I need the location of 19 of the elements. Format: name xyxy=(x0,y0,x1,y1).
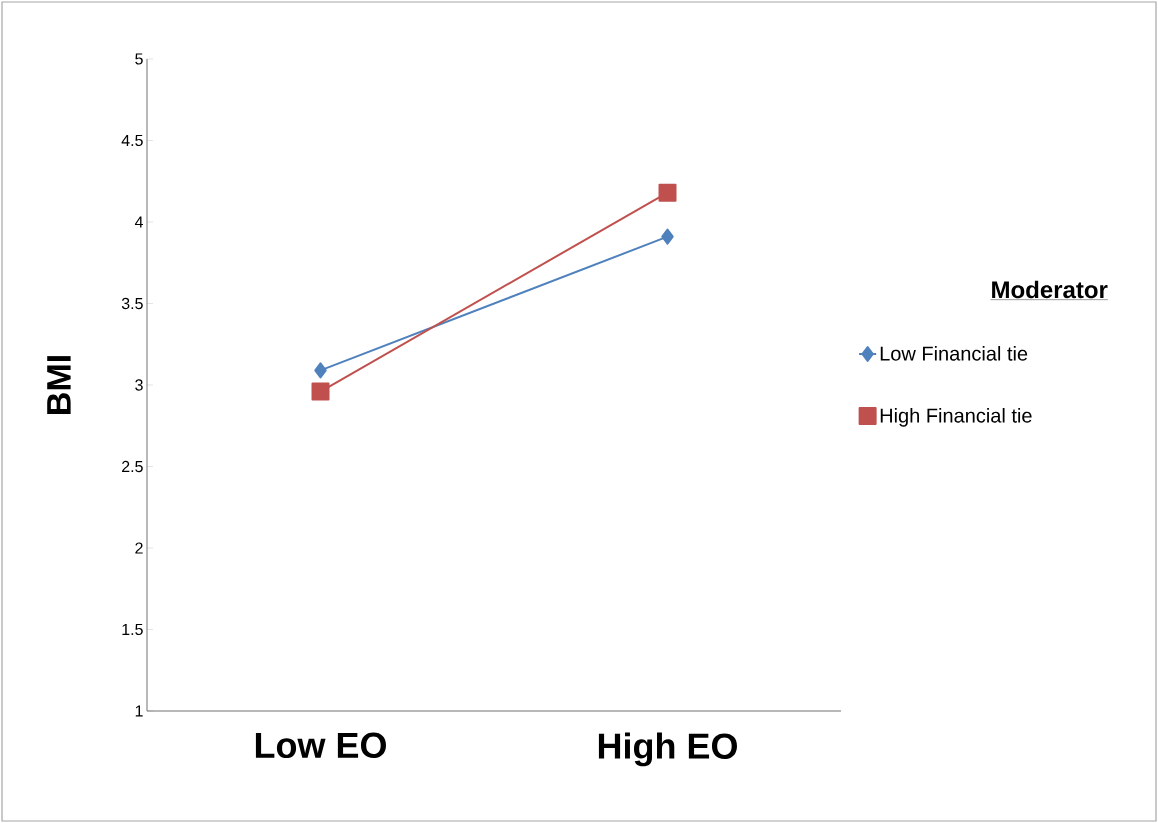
point xyxy=(311,382,330,401)
y-tick-label: 2.5 xyxy=(122,460,143,473)
y-tick-label: 4.5 xyxy=(121,134,143,147)
y-tick-label: 3.5 xyxy=(121,297,143,310)
point xyxy=(658,183,677,202)
y-tick-label: 4 xyxy=(134,216,143,228)
y-tick-label: 1 xyxy=(135,705,143,717)
y-tick-label: 2 xyxy=(135,542,143,554)
legend-title: Moderator xyxy=(992,280,1108,299)
y-tick-label: 1.5 xyxy=(122,623,143,636)
y-tick-label: 3 xyxy=(135,379,143,391)
y-tick-label: 5 xyxy=(135,53,143,65)
legend-label: High Financial tie xyxy=(880,408,1032,427)
legend-label: Low Financial tie xyxy=(880,346,1028,361)
x-tick-label: High EO xyxy=(598,732,737,767)
point xyxy=(314,362,327,379)
y-axis-title: BMI xyxy=(47,356,71,414)
x-tick-label: Low EO xyxy=(255,732,386,759)
point xyxy=(661,228,674,245)
